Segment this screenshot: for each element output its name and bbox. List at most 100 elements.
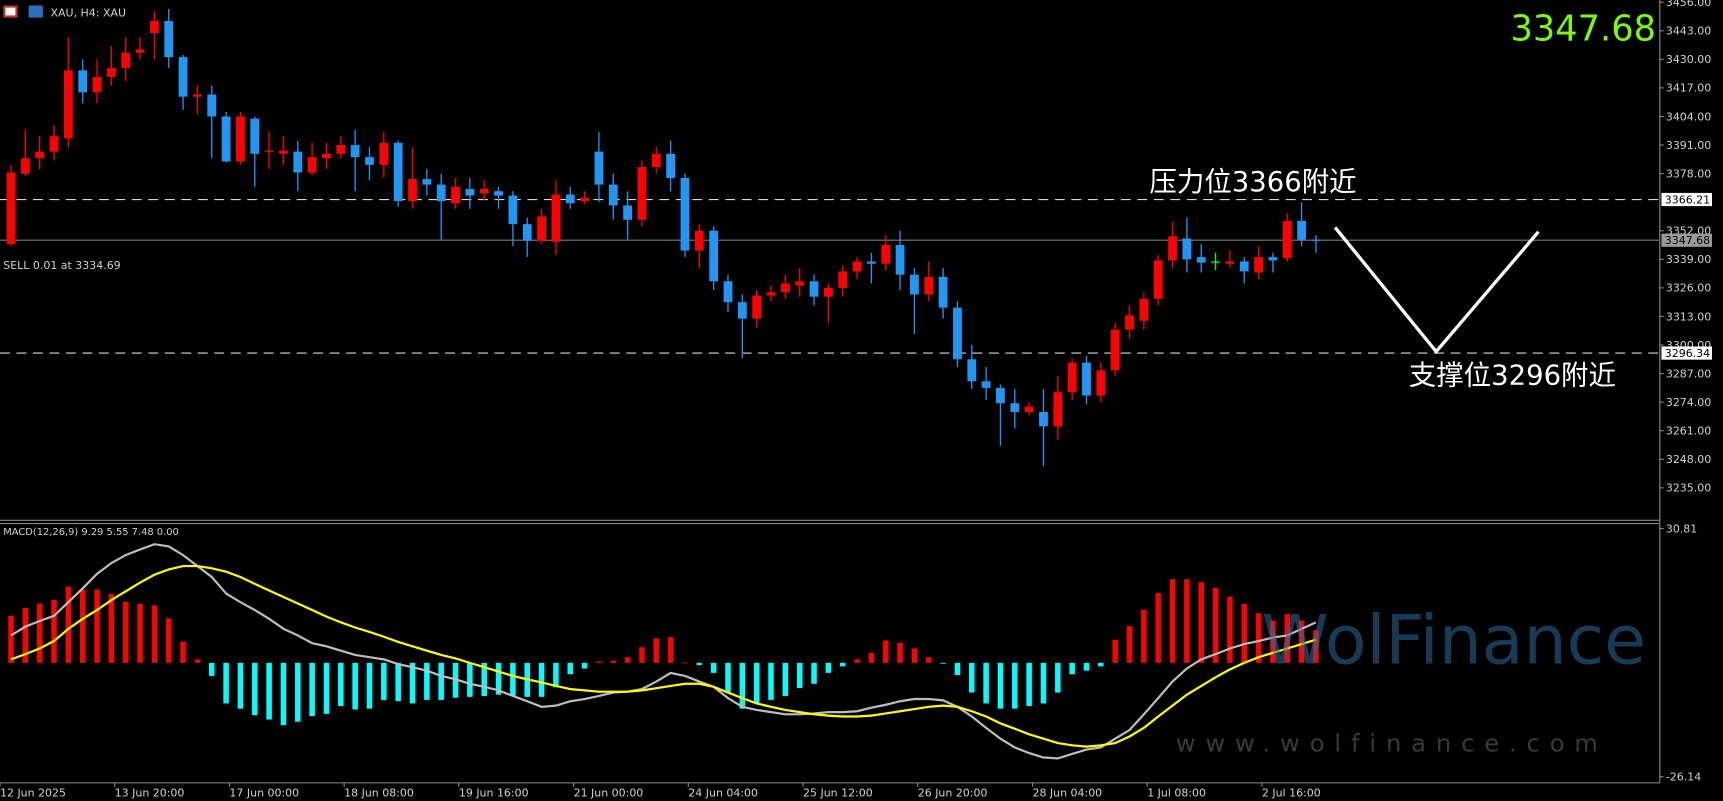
candle-body [580, 197, 589, 202]
macd-histogram-bar [1313, 630, 1319, 663]
macd-histogram-bar [252, 662, 258, 716]
candle-body [895, 245, 905, 275]
macd-histogram-bar [997, 662, 1004, 709]
candle-body [1039, 412, 1048, 427]
x-tick-label: 28 Jun 04:00 [1032, 787, 1102, 800]
candle-body [1125, 315, 1134, 330]
macd-title: MACD(12,26,9) 9.29 5.55 7.48 0.00 [3, 527, 179, 538]
current-price-big: 3347.68 [1511, 9, 1656, 50]
candle-body [350, 145, 360, 158]
macd-histogram-bar [696, 662, 703, 666]
order-label: SELL 0.01 at 3334.69 [3, 259, 120, 272]
y-tick-label: 3235.00 [1666, 482, 1711, 495]
macd-histogram-bar [682, 662, 688, 664]
candle-body [537, 216, 546, 241]
macd-histogram-bar [854, 659, 860, 663]
candle-body [20, 158, 30, 174]
macd-histogram-bar [868, 652, 875, 663]
x-tick-label: 18 Jun 08:00 [344, 787, 414, 800]
macd-histogram-bar [926, 657, 932, 663]
macd-histogram-bar [624, 657, 631, 663]
macd-histogram-bar [151, 605, 158, 663]
candle-body [737, 302, 747, 319]
level-label: 3296.34 [1665, 347, 1710, 360]
candle-body [1168, 236, 1177, 261]
candle-body [551, 194, 561, 242]
candle-body [666, 153, 676, 178]
macd-histogram-bar [309, 662, 315, 717]
macd-histogram-bar [65, 586, 72, 663]
macd-histogram-bar [467, 662, 473, 697]
macd-histogram-bar [1255, 613, 1262, 663]
candle-body [967, 359, 977, 382]
candle-body [723, 281, 733, 303]
candle-body [565, 194, 575, 204]
y-tick-label: 30.81 [1666, 522, 1697, 535]
macd-histogram-bar [495, 662, 502, 695]
candle-body [508, 195, 518, 225]
x-tick-label: 13 Jun 20:00 [115, 787, 185, 800]
candle-body [694, 230, 704, 251]
macd-histogram-bar [1184, 579, 1190, 663]
x-tick-label: 24 Jun 04:00 [688, 787, 758, 800]
candle-body [1010, 403, 1020, 413]
x-tick-label: 12 Jun 2025 [0, 787, 66, 800]
macd-histogram-bar [1298, 620, 1305, 663]
icon [5, 7, 16, 16]
candle-body [6, 172, 16, 244]
candle-body [651, 153, 661, 168]
candle-body [1225, 261, 1235, 264]
macd-histogram-bar [180, 641, 186, 663]
candle-body [1239, 261, 1249, 272]
candle-body [623, 205, 633, 220]
macd-histogram-bar [194, 659, 201, 663]
candle-body [1182, 238, 1192, 260]
candle-body [479, 188, 489, 194]
candle-body [78, 70, 88, 93]
candle-body [766, 292, 776, 296]
macd-histogram-bar [424, 662, 430, 700]
macd-histogram-bar [165, 618, 172, 663]
candle-body [49, 136, 59, 152]
candle-body [1153, 260, 1163, 299]
candle-body [293, 151, 303, 173]
candle-body [594, 151, 604, 185]
candle-body [838, 271, 848, 288]
candle-body [852, 261, 862, 272]
candle-body [1139, 298, 1149, 321]
macd-histogram-bar [753, 662, 760, 704]
y-tick-label: 3313.00 [1666, 310, 1711, 323]
candle-body [451, 186, 460, 204]
x-tick-label: 26 Jun 20:00 [918, 787, 988, 800]
macd-histogram-bar [237, 662, 244, 709]
macd-histogram-bar [1126, 626, 1133, 663]
candle-body [1067, 362, 1077, 393]
macd-histogram-bar [1083, 662, 1090, 671]
candle-body [637, 167, 647, 220]
candle-body [250, 118, 260, 154]
macd-histogram-bar [381, 662, 387, 700]
macd-histogram-bar [581, 662, 588, 669]
macd-histogram-bar [725, 662, 731, 693]
macd-histogram-bar [352, 662, 358, 710]
y-tick-label: 3443.00 [1666, 25, 1711, 38]
candle-body [996, 387, 1005, 404]
y-tick-label: 3274.00 [1666, 396, 1711, 409]
candle-body [121, 52, 131, 69]
macd-histogram-bar [639, 647, 645, 663]
macd-histogram-bar [1198, 582, 1204, 663]
x-tick-label: 25 Jun 12:00 [803, 787, 873, 800]
candle-body [709, 230, 719, 282]
macd-histogram-bar [882, 640, 889, 663]
current-price-box [1661, 233, 1713, 247]
macd-histogram-bar [1141, 609, 1147, 663]
level-label-box [1661, 192, 1713, 207]
macd-histogram-bar [137, 603, 143, 663]
y-tick-label: 3404.00 [1666, 110, 1711, 123]
symbol-title: XAU, H4: XAU [51, 6, 126, 19]
candle-body [1196, 257, 1206, 263]
candle-body [494, 191, 503, 196]
macd-histogram-bar [338, 662, 344, 707]
